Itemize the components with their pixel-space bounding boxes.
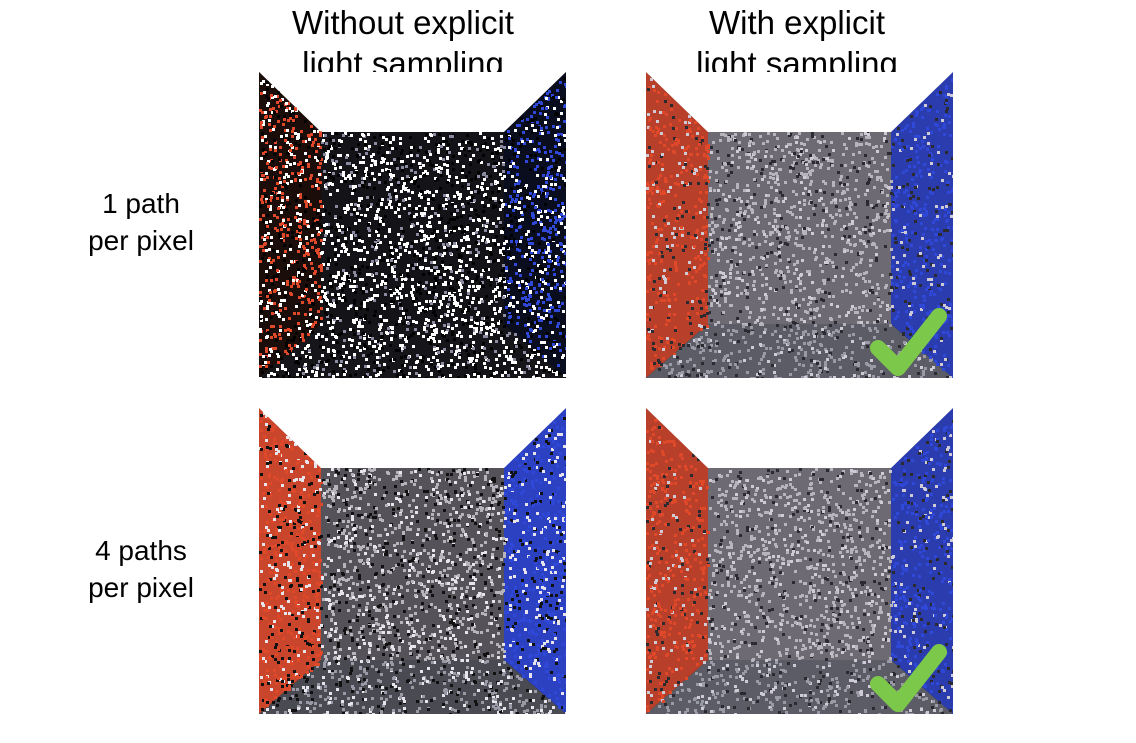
row-label-line: per pixel [88,572,194,603]
ceiling-light [646,408,953,468]
column-header-without-explicit-light-sampling: Without explicit light sampling [243,2,563,84]
column-header-line: With explicit [708,4,886,41]
row-label-line: 1 path [102,188,180,219]
box-floor-surface [646,324,953,378]
box-ceiling-surface [259,72,566,132]
render-4spp-no-light-sampling [259,408,566,714]
render-1spp-light-sampling [646,72,953,378]
box-left-surface [646,408,708,714]
ceiling-light [259,72,566,132]
row-label-line: 4 paths [95,535,187,566]
ceiling-light [646,72,953,132]
row-label-4-paths-per-pixel: 4 paths per pixel [60,532,222,606]
box-right-surface [891,408,953,714]
render-1spp-no-light-sampling [259,72,566,378]
box-floor-surface [646,660,953,714]
column-header-line: Without explicit [292,4,514,41]
render-4spp-light-sampling [646,408,953,714]
row-label-1-path-per-pixel: 1 path per pixel [60,185,222,259]
checkmark-icon [870,644,947,712]
checkmark-icon [870,308,947,376]
row-label-line: per pixel [88,225,194,256]
ceiling-light [259,408,566,468]
